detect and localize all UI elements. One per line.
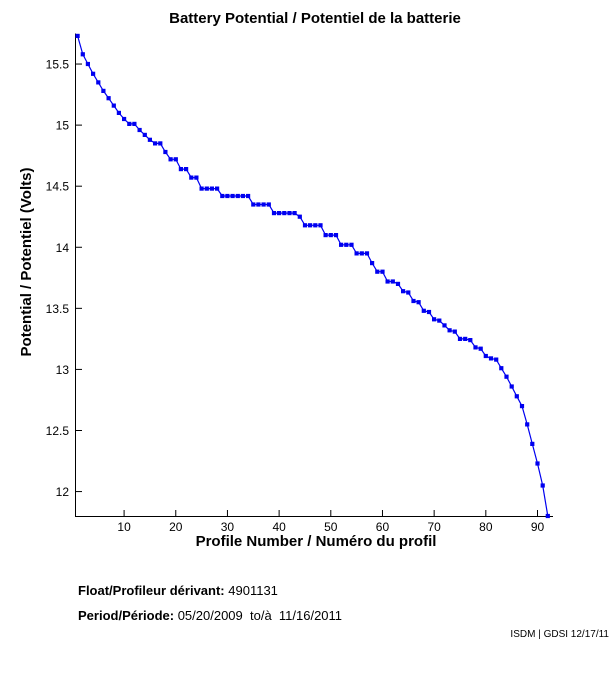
battery-potential-chart: Battery Potential / Potentiel de la batt…	[18, 10, 553, 550]
x-tick-label: 80	[479, 520, 493, 534]
x-tick-label: 30	[221, 520, 235, 534]
float-id-label: Float/Profileur dérivant:	[78, 583, 225, 598]
period-label: Period/Période:	[78, 608, 175, 623]
y-axis-ticks: 12 12.5 13 13.5 14 14.5 15 15.5	[46, 58, 82, 499]
x-axis-ticks: 10 20 30 40 50 60 70 80 90	[117, 510, 544, 534]
y-tick-label: 15.5	[46, 58, 70, 72]
x-tick-label: 40	[272, 520, 286, 534]
axes	[75, 33, 553, 517]
x-axis-label: Profile Number / Numéro du profil	[196, 533, 437, 550]
x-tick-label: 50	[324, 520, 338, 534]
y-tick-label: 14	[56, 241, 70, 255]
chart-title: Battery Potential / Potentiel de la batt…	[169, 10, 461, 27]
y-tick-label: 13	[56, 363, 70, 377]
y-tick-label: 13.5	[46, 302, 70, 316]
y-tick-label: 14.5	[46, 180, 70, 194]
data-series-markers	[75, 33, 550, 519]
x-tick-label: 10	[117, 520, 131, 534]
x-tick-label: 70	[427, 520, 441, 534]
x-tick-label: 90	[531, 520, 545, 534]
period-value: 05/20/2009 to/à 11/16/2011	[177, 608, 343, 623]
y-tick-label: 12.5	[46, 424, 70, 438]
float-id-value: 4901131	[228, 583, 278, 598]
data-series-line	[77, 35, 549, 517]
x-tick-label: 20	[169, 520, 183, 534]
y-tick-label: 12	[56, 485, 70, 499]
x-tick-label: 60	[376, 520, 390, 534]
source-credit: ISDM | GDSI 12/17/11	[510, 629, 609, 640]
period-line: Period/Période: 05/20/2009 to/à 11/16/20…	[78, 608, 342, 623]
float-id-line: Float/Profileur dérivant: 4901131	[78, 583, 278, 598]
y-axis-label: Potential / Potentiel (Volts)	[18, 168, 35, 357]
y-tick-label: 15	[56, 119, 70, 133]
